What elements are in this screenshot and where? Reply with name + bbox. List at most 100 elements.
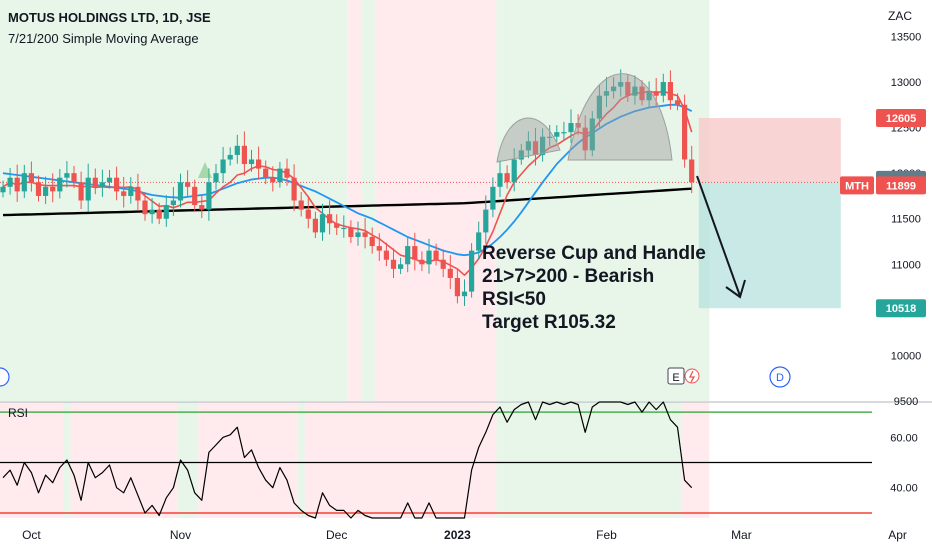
candle-body bbox=[348, 227, 354, 237]
candle bbox=[177, 173, 184, 208]
candle-body bbox=[14, 177, 20, 192]
price-badge-bg bbox=[876, 299, 926, 318]
candle-body bbox=[128, 186, 134, 196]
sma200-line bbox=[2, 187, 692, 217]
candle bbox=[327, 200, 333, 235]
candle bbox=[646, 81, 652, 109]
left-edge-badge[interactable] bbox=[0, 367, 10, 387]
candle bbox=[142, 192, 148, 221]
price-tick-label: 11000 bbox=[891, 259, 921, 271]
candle-body bbox=[341, 227, 347, 230]
candle bbox=[14, 164, 20, 202]
candle bbox=[525, 131, 531, 159]
candle bbox=[547, 124, 553, 147]
candle-body bbox=[596, 95, 602, 119]
candle-body bbox=[383, 250, 389, 260]
candle-body bbox=[256, 159, 262, 169]
candle-body bbox=[114, 177, 120, 192]
candle bbox=[213, 164, 219, 190]
candle-body bbox=[440, 259, 446, 269]
candle bbox=[575, 114, 581, 135]
candle-body bbox=[50, 186, 56, 192]
rsi-regime-band bbox=[304, 402, 497, 518]
candle bbox=[241, 131, 247, 176]
earnings-badge[interactable]: E bbox=[667, 367, 685, 385]
candle bbox=[92, 168, 98, 195]
candle-body bbox=[43, 186, 49, 196]
candle bbox=[611, 77, 617, 99]
candle-body bbox=[334, 223, 340, 228]
time-tick-label: Apr bbox=[888, 528, 907, 542]
candle bbox=[483, 195, 489, 244]
candle bbox=[674, 93, 681, 111]
candle bbox=[667, 70, 673, 110]
candle-body bbox=[532, 141, 539, 155]
regime-band bbox=[361, 0, 376, 401]
candle bbox=[625, 74, 631, 102]
candle bbox=[64, 161, 70, 188]
target-zone bbox=[698, 182, 841, 309]
split-icon[interactable] bbox=[684, 368, 700, 384]
target-arrow-head bbox=[725, 279, 746, 299]
time-tick-label: Oct bbox=[22, 528, 41, 542]
candle-body bbox=[0, 186, 6, 193]
candle bbox=[596, 84, 602, 128]
candle bbox=[561, 121, 567, 141]
price-badge: 11899 bbox=[876, 176, 926, 195]
candles bbox=[0, 69, 695, 307]
candle-body bbox=[497, 173, 503, 187]
symbol-tag: MTH bbox=[840, 176, 874, 195]
candle bbox=[277, 161, 283, 188]
buy-signal-marker bbox=[198, 162, 212, 178]
candle bbox=[99, 169, 105, 197]
candle-body bbox=[483, 209, 489, 233]
candle bbox=[35, 175, 42, 202]
candle-body bbox=[99, 182, 105, 187]
target-arrow-line bbox=[696, 175, 741, 297]
candle bbox=[412, 232, 418, 271]
candle bbox=[248, 149, 255, 172]
candle bbox=[461, 279, 468, 307]
candle-body bbox=[405, 246, 411, 265]
time-tick-label: 2023 bbox=[444, 528, 471, 542]
candle bbox=[568, 109, 574, 144]
candle-body bbox=[64, 173, 70, 178]
rsi-regime-band bbox=[681, 402, 710, 518]
candle-body bbox=[398, 264, 404, 269]
candle bbox=[71, 165, 77, 189]
drawing-shapes bbox=[198, 73, 746, 299]
candle bbox=[689, 145, 695, 194]
candle bbox=[369, 227, 375, 254]
dividend-badge[interactable]: D bbox=[769, 366, 791, 388]
candle-body bbox=[71, 173, 77, 183]
dividend-badge-label: D bbox=[776, 372, 784, 384]
candle bbox=[199, 194, 205, 219]
rsi-regime-band bbox=[198, 402, 298, 518]
candle bbox=[490, 177, 496, 218]
candle bbox=[469, 243, 475, 298]
candle-body bbox=[206, 182, 212, 210]
candle-body bbox=[192, 186, 198, 206]
candle bbox=[582, 115, 588, 161]
candle-body bbox=[220, 159, 226, 174]
candle-body bbox=[92, 177, 98, 187]
candle-body bbox=[568, 123, 574, 133]
candle bbox=[43, 176, 49, 205]
regime-band bbox=[347, 0, 362, 401]
symbol-tag-bg bbox=[840, 176, 874, 195]
handle-shape bbox=[496, 117, 561, 163]
candle-body bbox=[185, 182, 191, 187]
candle bbox=[227, 147, 233, 166]
candle-body bbox=[689, 159, 695, 183]
candle-body bbox=[227, 154, 233, 160]
time-tick-label: Feb bbox=[596, 528, 617, 542]
price-tick-label: 13000 bbox=[891, 77, 922, 89]
candle bbox=[341, 215, 347, 238]
candle bbox=[398, 257, 404, 275]
candle-body bbox=[561, 132, 567, 134]
price-badge-bg bbox=[876, 109, 926, 128]
candle bbox=[532, 128, 539, 166]
candle-body bbox=[447, 268, 453, 278]
regime-band bbox=[375, 0, 497, 401]
candle bbox=[21, 164, 27, 199]
